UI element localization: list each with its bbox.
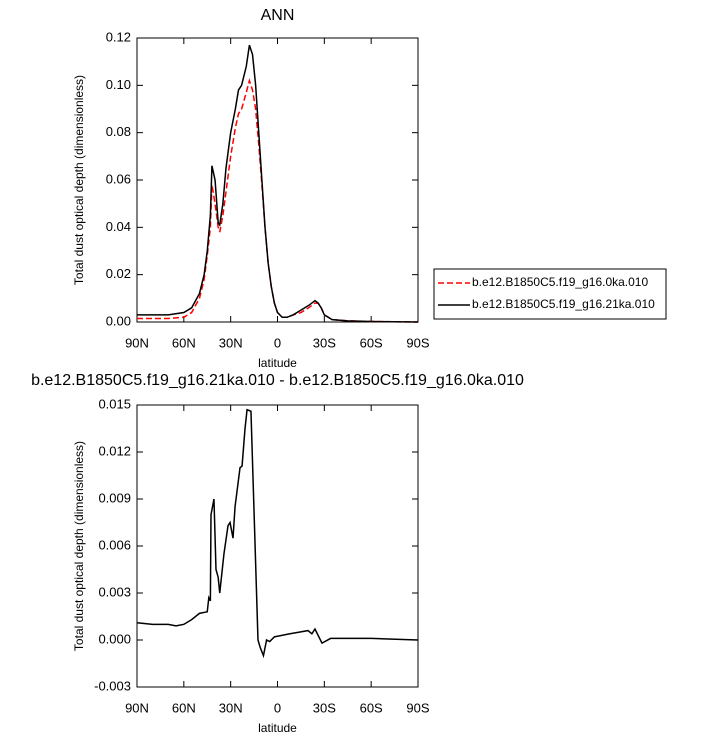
x-tick-label: 30S [313, 335, 336, 350]
plot-frame [136, 37, 419, 323]
x-axis-label: latitude [258, 356, 297, 370]
x-tick-label: 90N [125, 335, 149, 350]
y-tick-label: 0.08 [106, 124, 131, 139]
series-line [137, 44, 419, 323]
y-tick-label: 0.02 [106, 266, 131, 281]
x-tick-label: 30S [313, 700, 336, 715]
y-tick-label: 0.009 [98, 490, 131, 505]
plot-frame [136, 404, 419, 688]
y-tick-label: 0.003 [98, 584, 131, 599]
y-axis-label: Total dust optical depth (dimensionless) [72, 75, 86, 285]
x-tick-label: 90N [125, 700, 149, 715]
y-tick-label: 0.006 [98, 537, 131, 552]
chart-title: ANN [261, 7, 295, 24]
x-tick-label: 30N [219, 700, 243, 715]
y-tick-label: 0.06 [106, 171, 131, 186]
legend-box [433, 268, 667, 320]
y-tick-label: 0.012 [98, 443, 131, 458]
x-tick-label: 60S [360, 700, 383, 715]
x-tick-label: 60N [172, 700, 196, 715]
y-tick-label: 0.000 [98, 631, 131, 646]
x-tick-label: 90S [406, 700, 429, 715]
x-tick-label: 0 [274, 335, 281, 350]
y-tick-label: 0.00 [106, 313, 131, 328]
x-tick-label: 0 [274, 700, 281, 715]
y-axis-label: Total dust optical depth (dimensionless) [72, 441, 86, 651]
legend-label: b.e12.B1850C5.f19_g16.21ka.010 [472, 297, 655, 311]
x-tick-label: 60S [360, 335, 383, 350]
y-tick-label: 0.04 [106, 219, 131, 234]
y-tick-label: 0.015 [98, 396, 131, 411]
series-line [136, 408, 419, 659]
chart-title: b.e12.B1850C5.f19_g16.21ka.010 - b.e12.B… [31, 372, 524, 389]
x-tick-label: 30N [219, 335, 243, 350]
series-line [137, 77, 419, 323]
y-tick-label: 0.12 [106, 29, 131, 44]
legend-label: b.e12.B1850C5.f19_g16.0ka.010 [472, 275, 648, 289]
y-tick-label: -0.003 [94, 678, 131, 693]
y-tick-label: 0.10 [106, 77, 131, 92]
x-tick-label: 60N [172, 335, 196, 350]
x-axis-label: latitude [258, 721, 297, 735]
x-tick-label: 90S [406, 335, 429, 350]
